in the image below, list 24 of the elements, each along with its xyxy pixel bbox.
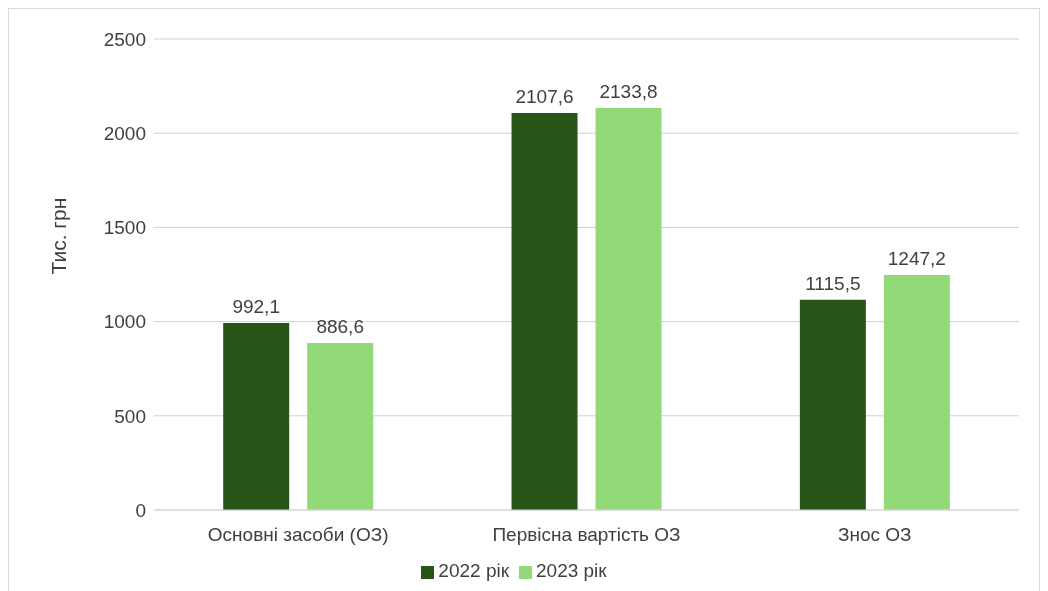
data-label: 992,1	[232, 296, 280, 318]
bar	[799, 299, 866, 510]
data-label: 2133,8	[599, 80, 658, 102]
y-tick-label: 500	[114, 405, 146, 427]
data-label: 2107,6	[515, 85, 574, 107]
y-tick-label: 1500	[103, 217, 146, 239]
bar	[223, 323, 290, 510]
x-tick-label: Первісна вартість ОЗ	[492, 524, 681, 546]
y-axis-title: Тис. грн	[47, 197, 71, 275]
y-tick-label: 0	[135, 499, 146, 521]
legend-label: 2023 рік	[536, 560, 607, 581]
bar	[595, 107, 662, 510]
data-label: 1247,2	[887, 248, 946, 270]
x-tick-label: Знос ОЗ	[838, 524, 912, 546]
bar	[307, 342, 374, 510]
data-label: 1115,5	[805, 272, 861, 294]
legend-label: 2022 рік	[438, 560, 509, 581]
y-tick-label: 1000	[103, 311, 146, 333]
y-tick-label: 2000	[103, 122, 146, 144]
data-label: 886,6	[316, 315, 364, 337]
x-tick-label: Основні засоби (ОЗ)	[207, 524, 389, 546]
bar	[511, 112, 578, 510]
y-tick-label: 2500	[103, 28, 146, 50]
bar	[883, 275, 950, 510]
